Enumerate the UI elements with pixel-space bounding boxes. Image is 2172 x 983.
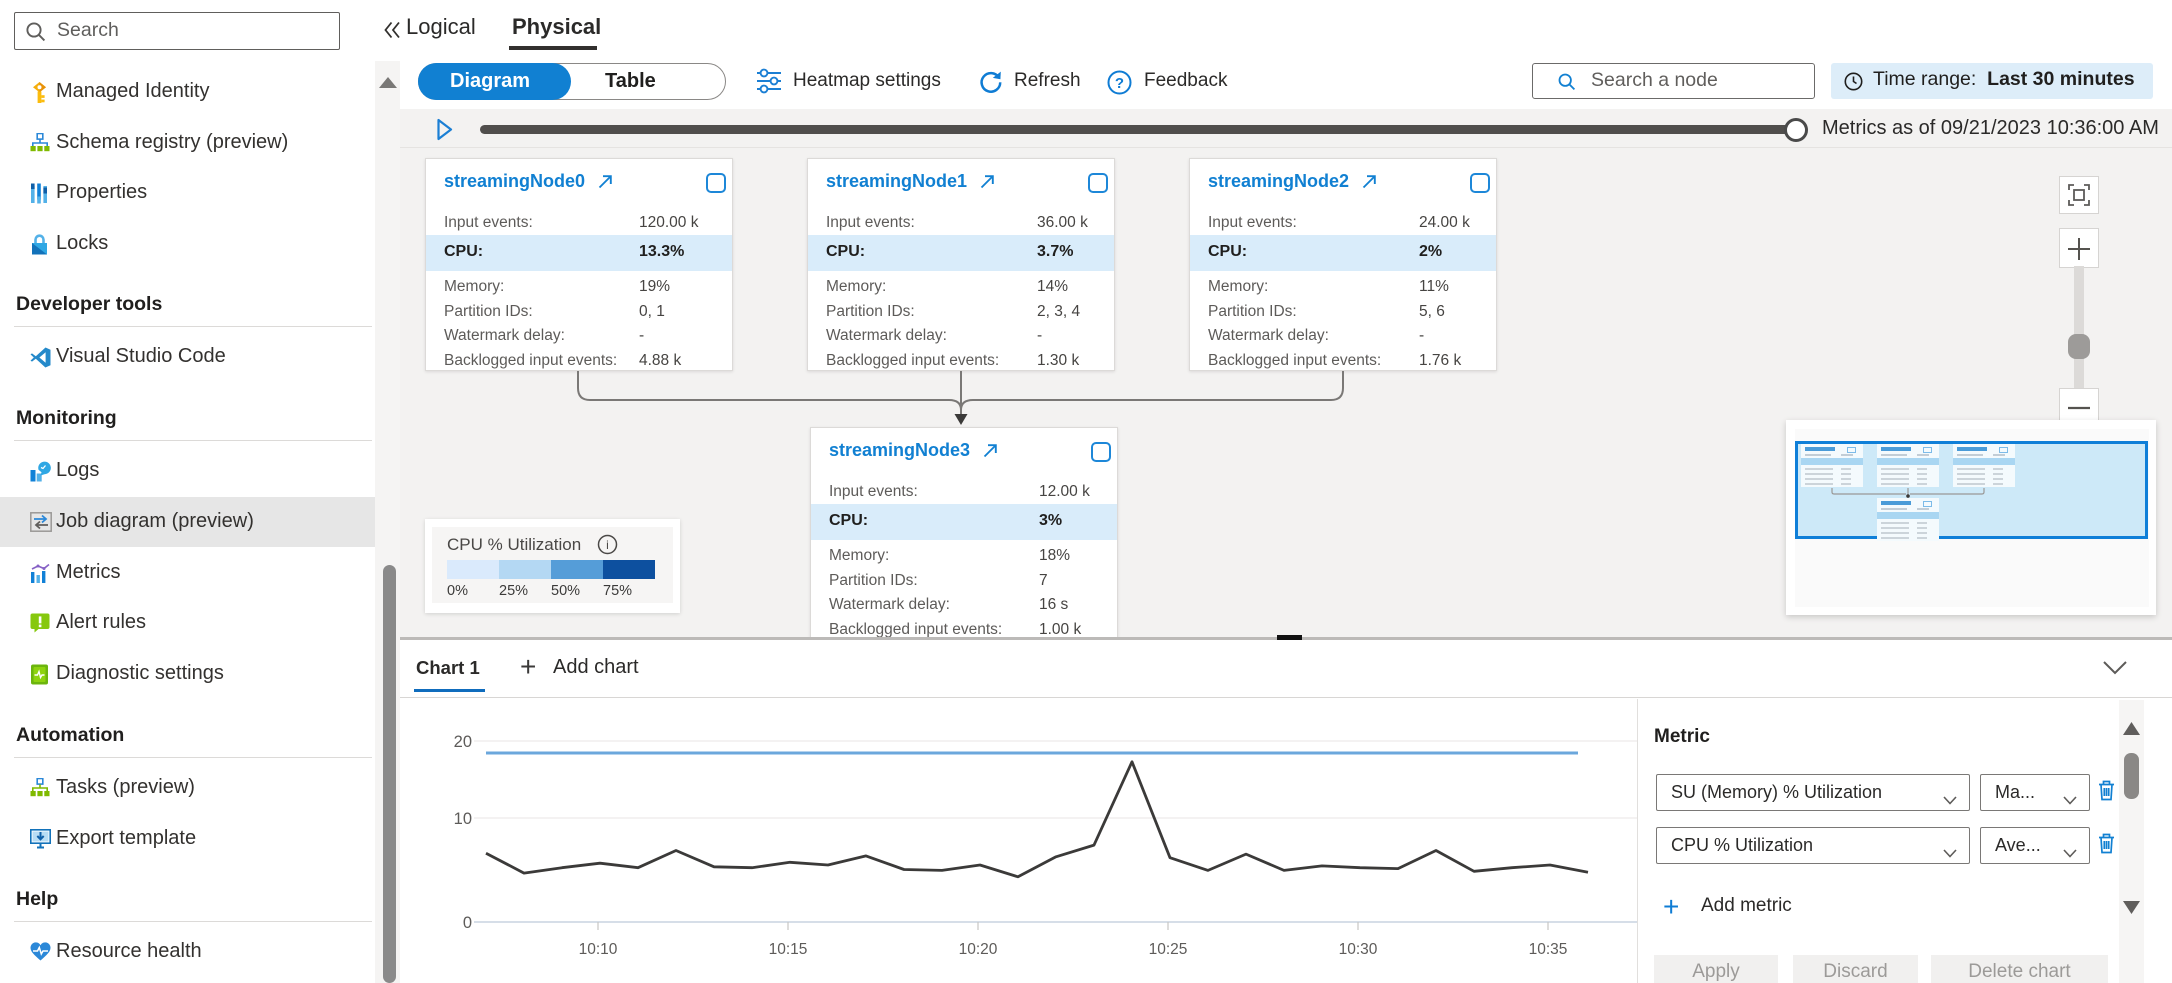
- svg-text:10:15: 10:15: [769, 941, 808, 958]
- svg-text:10: 10: [454, 810, 472, 828]
- svg-text:?: ?: [1115, 75, 1124, 92]
- svg-text:10:30: 10:30: [1339, 941, 1378, 958]
- svg-text:10:35: 10:35: [1529, 941, 1568, 958]
- svg-text:i: i: [606, 538, 609, 552]
- svg-text:20: 20: [454, 733, 472, 751]
- svg-text:10:25: 10:25: [1149, 941, 1188, 958]
- svg-text:0: 0: [463, 914, 472, 932]
- svg-text:10:10: 10:10: [579, 941, 618, 958]
- svg-text:10:20: 10:20: [959, 941, 998, 958]
